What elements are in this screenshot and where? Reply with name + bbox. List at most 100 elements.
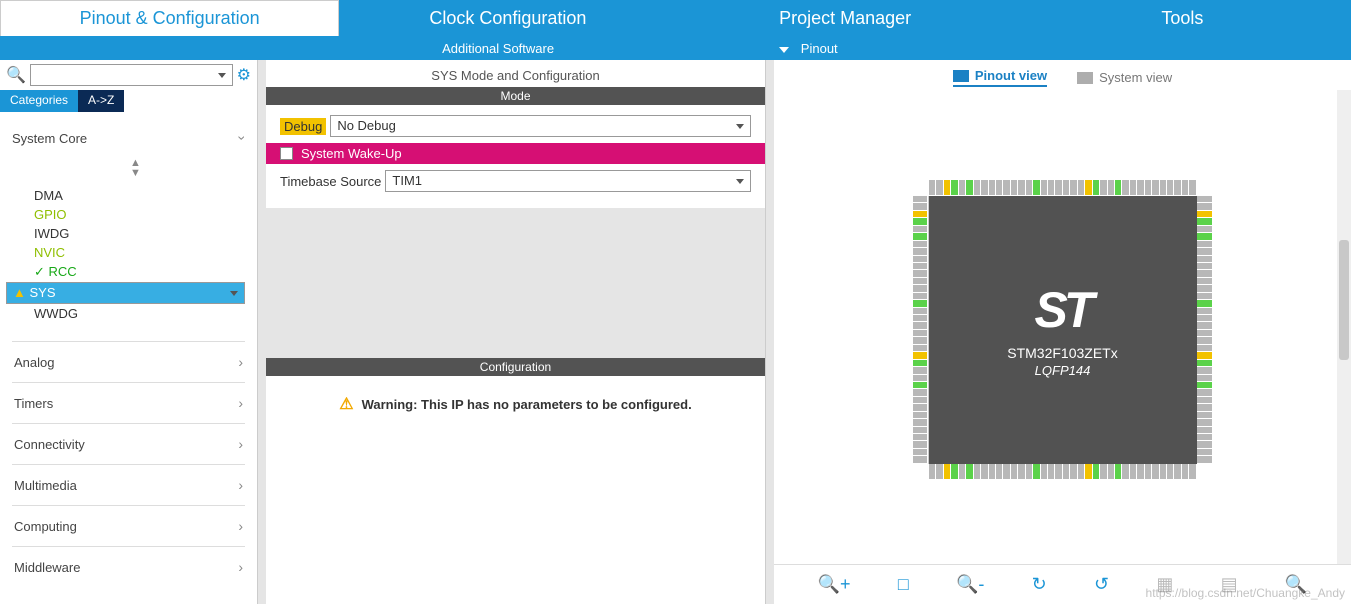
chip-pin[interactable] <box>1145 180 1151 195</box>
chip-pin[interactable] <box>1108 464 1114 479</box>
vertical-splitter[interactable] <box>258 60 266 604</box>
chip-pin[interactable] <box>1003 180 1009 195</box>
zoom-out-icon[interactable]: 🔍- <box>956 574 984 595</box>
chip-pin[interactable] <box>1197 427 1212 433</box>
chip-pin[interactable] <box>1197 404 1212 410</box>
chip-pin[interactable] <box>913 300 927 306</box>
chip-pin[interactable] <box>929 464 935 479</box>
chip-pin[interactable] <box>1160 464 1166 479</box>
stack-icon[interactable]: ▤ <box>1221 574 1238 595</box>
chip-pin[interactable] <box>1055 464 1061 479</box>
chip-pin[interactable] <box>1197 263 1212 269</box>
chip-pin[interactable] <box>951 180 957 195</box>
chip-pin[interactable] <box>989 464 995 479</box>
chip-pin[interactable] <box>913 449 927 455</box>
chip-pin[interactable] <box>913 367 927 373</box>
chip-pin[interactable] <box>1197 345 1212 351</box>
chip-pin[interactable] <box>936 180 942 195</box>
top-tab-project-manager[interactable]: Project Manager <box>677 0 1014 36</box>
chip-pin[interactable] <box>1197 241 1212 247</box>
chip-pin[interactable] <box>913 278 927 284</box>
chip-pin[interactable] <box>1182 464 1188 479</box>
chip-pin[interactable] <box>1070 180 1076 195</box>
chip-pin[interactable] <box>1197 449 1212 455</box>
chip-pin[interactable] <box>1137 180 1143 195</box>
chip-pin[interactable] <box>1197 233 1212 239</box>
chip-canvas[interactable]: ST STM32F103ZETx LQFP144 <box>774 95 1351 564</box>
chip-pin[interactable] <box>1122 464 1128 479</box>
vertical-scrollbar[interactable] <box>1337 90 1351 564</box>
chip-pin[interactable] <box>1197 412 1212 418</box>
additional-software-button[interactable]: Additional Software <box>343 41 653 56</box>
chip-pin[interactable] <box>996 464 1002 479</box>
chip-pin[interactable] <box>1041 464 1047 479</box>
chip-pin[interactable] <box>1078 464 1084 479</box>
search-icon[interactable]: 🔍 <box>1285 574 1307 595</box>
chip-pin[interactable] <box>913 293 927 299</box>
chip-pin[interactable] <box>1197 211 1212 217</box>
chip-pin[interactable] <box>1197 315 1212 321</box>
chip-pin[interactable] <box>913 315 927 321</box>
chip-pin[interactable] <box>913 330 927 336</box>
chip-pin[interactable] <box>1041 180 1047 195</box>
chip-pin[interactable] <box>1197 322 1212 328</box>
chip-pin[interactable] <box>1182 180 1188 195</box>
chip-pin[interactable] <box>1115 180 1121 195</box>
tab-a-to-z[interactable]: A->Z <box>78 90 124 112</box>
chip-pin[interactable] <box>913 322 927 328</box>
category-timers[interactable]: Timers› <box>12 382 245 423</box>
chip-pin[interactable] <box>913 412 927 418</box>
rotate-cw-icon[interactable]: ↻ <box>1032 574 1047 595</box>
chip-pin[interactable] <box>1093 464 1099 479</box>
zoom-in-icon[interactable]: 🔍+ <box>818 574 851 595</box>
chip-pin[interactable] <box>913 270 927 276</box>
gear-icon[interactable]: ⚙ <box>237 65 251 85</box>
chip-pin[interactable] <box>913 285 927 291</box>
chip-pin[interactable] <box>1174 464 1180 479</box>
chip-pin[interactable] <box>1085 464 1091 479</box>
category-analog[interactable]: Analog› <box>12 341 245 382</box>
chip-pin[interactable] <box>951 464 957 479</box>
system-core-header[interactable]: System Core › <box>12 126 245 150</box>
chip-pin[interactable] <box>1189 464 1195 479</box>
top-tab-clock-configuration[interactable]: Clock Configuration <box>339 0 676 36</box>
chip-pin[interactable] <box>1197 367 1212 373</box>
chip-pin[interactable] <box>1197 293 1212 299</box>
chip-pin[interactable] <box>1055 180 1061 195</box>
chip-pin[interactable] <box>913 441 927 447</box>
chip-pin[interactable] <box>1197 352 1212 358</box>
tree-item-rcc[interactable]: ✓ RCC <box>6 262 245 282</box>
chip-pin[interactable] <box>1160 180 1166 195</box>
chip-pin[interactable] <box>1197 203 1212 209</box>
chip-pin[interactable] <box>1197 360 1212 366</box>
fit-icon[interactable]: □ <box>898 574 909 595</box>
chip-pin[interactable] <box>1018 464 1024 479</box>
chip-pin[interactable] <box>913 404 927 410</box>
chip-pin[interactable] <box>1063 464 1069 479</box>
category-multimedia[interactable]: Multimedia› <box>12 464 245 505</box>
chip-pin[interactable] <box>1197 285 1212 291</box>
system-wakeup-row[interactable]: System Wake-Up <box>266 143 765 164</box>
chip-pin[interactable] <box>1048 464 1054 479</box>
chip-pin[interactable] <box>981 464 987 479</box>
chip-pin[interactable] <box>1003 464 1009 479</box>
chip-pin[interactable] <box>913 211 927 217</box>
chip-pin[interactable] <box>1197 300 1212 306</box>
chip-pin[interactable] <box>1063 180 1069 195</box>
chip-pin[interactable] <box>1167 464 1173 479</box>
tree-item-dma[interactable]: DMA <box>6 186 245 205</box>
chip-pin[interactable] <box>1197 218 1212 224</box>
chip-pin[interactable] <box>959 180 965 195</box>
chip-pin[interactable] <box>936 464 942 479</box>
chip-pin[interactable] <box>1197 308 1212 314</box>
chip-pin[interactable] <box>1085 180 1091 195</box>
tree-item-gpio[interactable]: GPIO <box>6 205 245 224</box>
chip-pin[interactable] <box>1197 196 1212 202</box>
chip-pin[interactable] <box>1152 464 1158 479</box>
chip-pin[interactable] <box>1115 464 1121 479</box>
chip-pin[interactable] <box>1197 419 1212 425</box>
chip-pin[interactable] <box>944 180 950 195</box>
top-tab-tools[interactable]: Tools <box>1014 0 1351 36</box>
rotate-ccw-icon[interactable]: ↺ <box>1094 574 1109 595</box>
chip-pin[interactable] <box>1197 248 1212 254</box>
